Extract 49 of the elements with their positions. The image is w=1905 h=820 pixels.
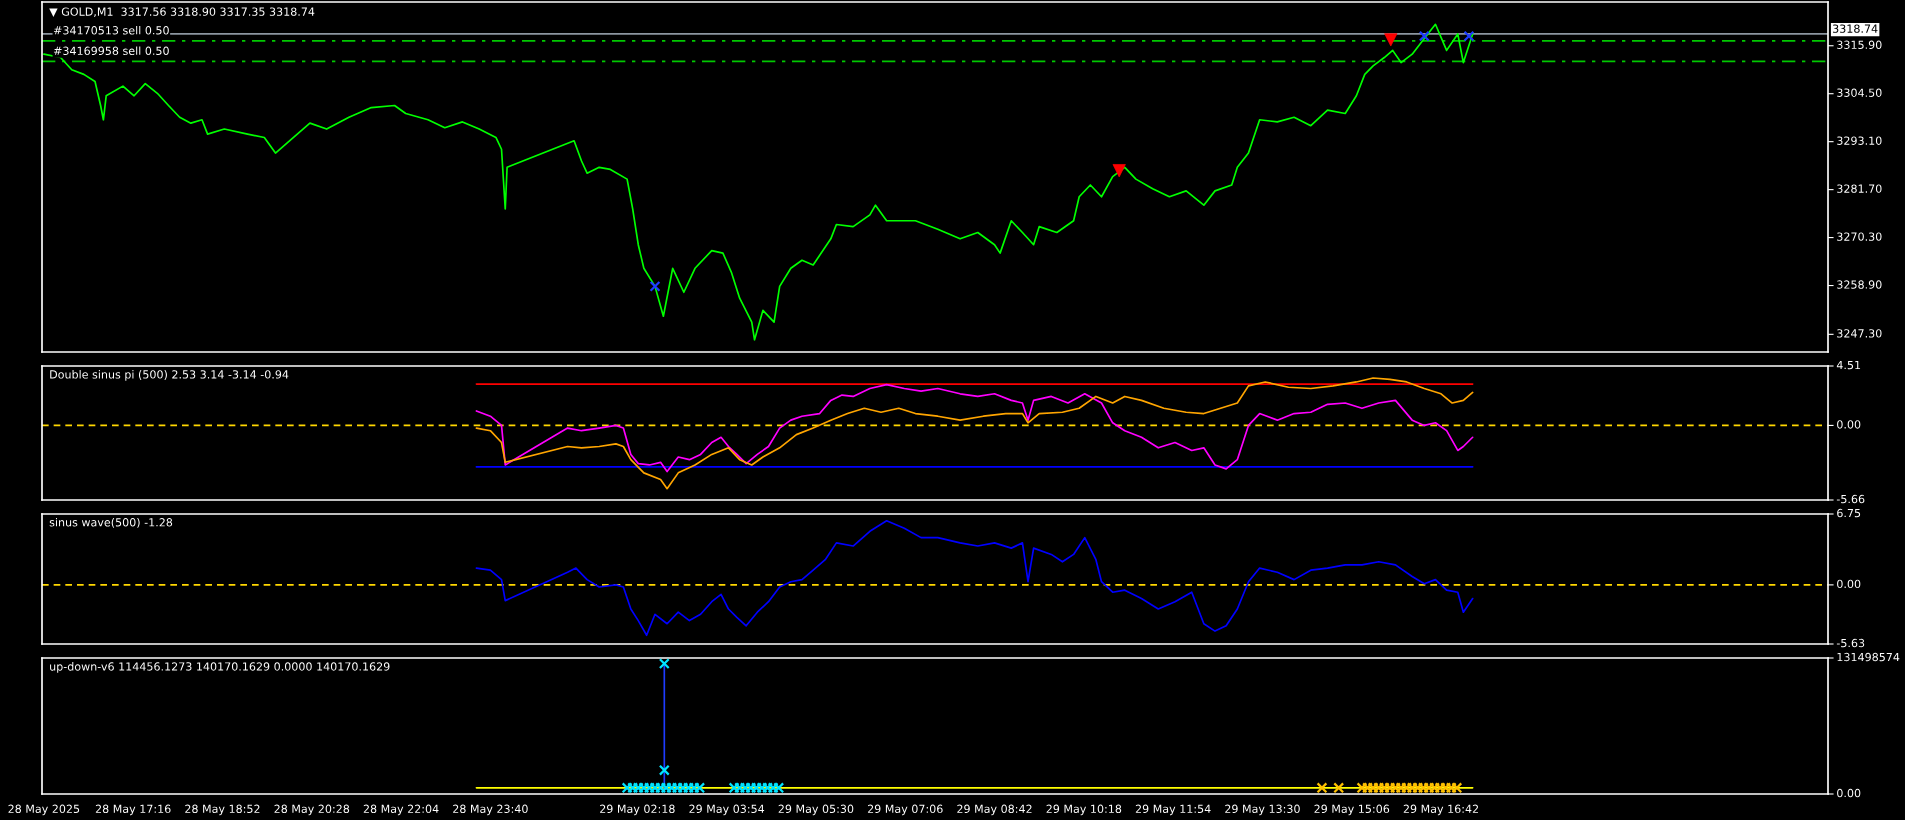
y-tick-label: 0.00 [1837,579,1861,589]
y-tick-label: -5.63 [1836,638,1865,648]
x-tick-label: 29 May 11:54 [1135,804,1211,816]
chart-title: ▼ GOLD,M1 3317.56 3318.90 3317.35 3318.74 [49,7,315,18]
y-tick-label: 4.51 [1836,360,1861,370]
ref-line-label: 3318.74 [1833,24,1878,33]
x-tick-label: 28 May 17:16 [95,804,171,816]
y-tick-label: 3258.90 [1837,280,1882,289]
x-tick-label: 29 May 10:18 [1046,804,1122,816]
point [1333,782,1345,794]
y-tick-label: 6.75 [1837,508,1861,518]
x-tick-label: 29 May 05:30 [778,804,854,816]
line-series [43,23,1474,341]
x-tick-label: 28 May 23:40 [453,804,528,816]
x-tick-label: 28 May 22:04 [363,804,439,816]
x-tick-label: 28 May 2025 [8,804,80,816]
ref-line-label: #34170513 sell 0.50 [53,25,169,35]
point [1418,30,1430,42]
y-tick-label: 3281.70 [1837,184,1882,193]
chart-title: up-down-v6 114456.1273 140170.1629 0.0000 140170.1629 [50,662,390,673]
point [658,658,670,670]
y-tick-label: 0.00 [1837,788,1861,798]
y-tick-label: 0.00 [1837,420,1861,429]
y-tick-label: 3315.90 [1837,40,1882,49]
ref-line-label: #34169958 sell 0.50 [53,46,169,55]
x-tick-label: 29 May 15:06 [1314,804,1390,816]
chart-title: Double sinus pi (500) 2.53 3.14 -3.14 -0.94 [50,370,289,381]
line-series [475,383,1474,473]
x-tick-label: 29 May 07:06 [867,804,943,816]
point [658,764,670,776]
x-tick-label: 29 May 16:42 [1403,804,1479,816]
y-tick-label: 3270.30 [1837,232,1882,241]
y-tick-label: 3304.50 [1837,88,1882,97]
point [649,280,661,292]
y-tick-label: 3293.10 [1837,136,1882,145]
x-tick-label: 29 May 03:54 [689,804,765,816]
x-tick-label: 29 May 08:42 [957,804,1032,816]
x-tick-label: 28 May 20:28 [274,804,350,816]
x-tick-label: 29 May 02:18 [600,804,675,816]
x-tick-label: 28 May 18:52 [185,804,260,816]
y-tick-label: 3247.30 [1837,329,1882,338]
y-tick-label: 131498574 [1837,652,1900,662]
line-series [475,519,1474,637]
line-series [475,377,1474,490]
x-tick-label: 29 May 13:30 [1225,804,1300,816]
point [1463,30,1475,42]
point [1316,782,1328,794]
chart-title: sinus wave(500) -1.28 [49,517,173,528]
y-tick-label: -5.66 [1836,494,1865,504]
